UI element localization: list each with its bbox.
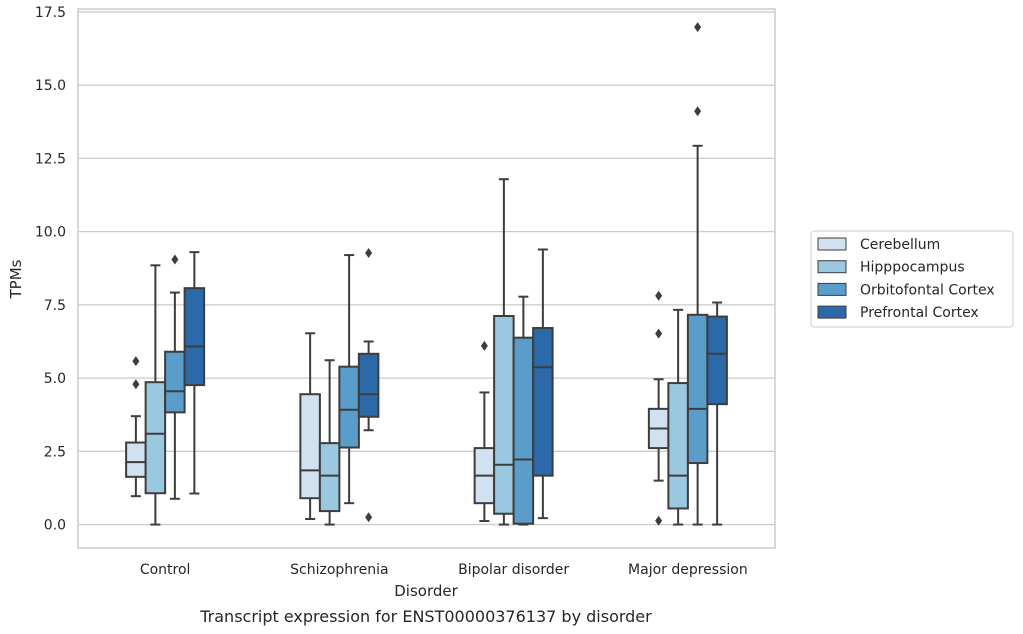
box-iqr — [357, 352, 380, 418]
legend-label: Hipppocampus — [860, 260, 965, 276]
box-hipppocampus — [318, 359, 341, 526]
chart-caption: Transcript expression for ENST0000037613… — [199, 607, 652, 626]
plot-frame — [77, 8, 776, 549]
box-iqr — [164, 350, 186, 414]
box-iqr — [318, 442, 341, 513]
box-prefrontal-cortex — [532, 248, 554, 520]
x-tick-label: Control — [140, 562, 191, 578]
box-iqr — [667, 382, 689, 510]
box-iqr — [706, 315, 728, 406]
legend-frame — [810, 230, 1014, 328]
legend: Cerebellum Hipppocampus Orbitofontal Corte… — [810, 230, 1014, 328]
box-iqr — [299, 393, 321, 500]
y-tick-label: 2.5 — [44, 444, 66, 460]
box-cerebellum — [125, 356, 147, 498]
box-iqr — [144, 381, 167, 495]
outlier-point — [365, 248, 373, 259]
outlier-point — [365, 512, 373, 523]
box-prefrontal-cortex — [357, 248, 380, 523]
x-tick-label: Schizophrenia — [290, 562, 388, 578]
outlier-point — [655, 290, 663, 301]
box-iqr — [686, 313, 709, 465]
x-tick-labels: Control Schizophrenia Bipolar disorder Majo… — [140, 562, 748, 578]
box-hipppocampus — [667, 308, 689, 526]
y-tick-label: 12.5 — [35, 151, 66, 167]
y-tick-label: 15.0 — [35, 78, 66, 94]
y-tick-label: 10.0 — [35, 225, 66, 241]
outlier-point — [694, 22, 702, 33]
legend-label: Orbitofontal Cortex — [860, 282, 995, 298]
x-axis-label: Disorder — [394, 582, 458, 600]
x-tick-label: Major depression — [628, 562, 748, 578]
y-tick-label: 0.0 — [44, 518, 66, 534]
x-tick-label: Bipolar disorder — [458, 562, 569, 578]
box-iqr — [493, 314, 515, 515]
box-prefrontal-cortex — [706, 301, 728, 526]
box-hipppocampus — [144, 264, 167, 526]
box-orbitofontal-cortex — [338, 254, 360, 505]
boxes-layer — [125, 22, 728, 526]
y-tick-labels: 0.0 2.5 5.0 7.5 10.0 12.5 15.0 17.5 — [35, 5, 66, 534]
legend-swatch — [817, 260, 847, 274]
outlier-point — [132, 356, 140, 367]
outlier-point — [132, 379, 140, 390]
y-tick-label: 5.0 — [44, 371, 66, 387]
legend-label: Prefrontal Cortex — [860, 305, 979, 321]
outlier-point — [655, 328, 663, 339]
box-iqr — [512, 336, 535, 525]
outlier-point — [655, 515, 663, 526]
box-prefrontal-cortex — [183, 251, 206, 495]
outlier-point — [171, 254, 179, 265]
legend-swatch — [817, 305, 847, 319]
outlier-point — [480, 340, 488, 351]
legend-swatch — [817, 237, 847, 251]
box-iqr — [183, 287, 206, 387]
legend-label: Cerebellum — [860, 237, 940, 253]
outlier-point — [694, 106, 702, 117]
y-tick-label: 7.5 — [44, 298, 66, 314]
box-iqr — [532, 327, 554, 477]
legend-swatch — [817, 282, 847, 296]
box-iqr — [125, 441, 147, 478]
y-tick-label: 17.5 — [35, 5, 66, 21]
box-iqr — [338, 365, 360, 449]
y-axis-label: TPMs — [7, 259, 25, 299]
box-hipppocampus — [493, 178, 515, 526]
